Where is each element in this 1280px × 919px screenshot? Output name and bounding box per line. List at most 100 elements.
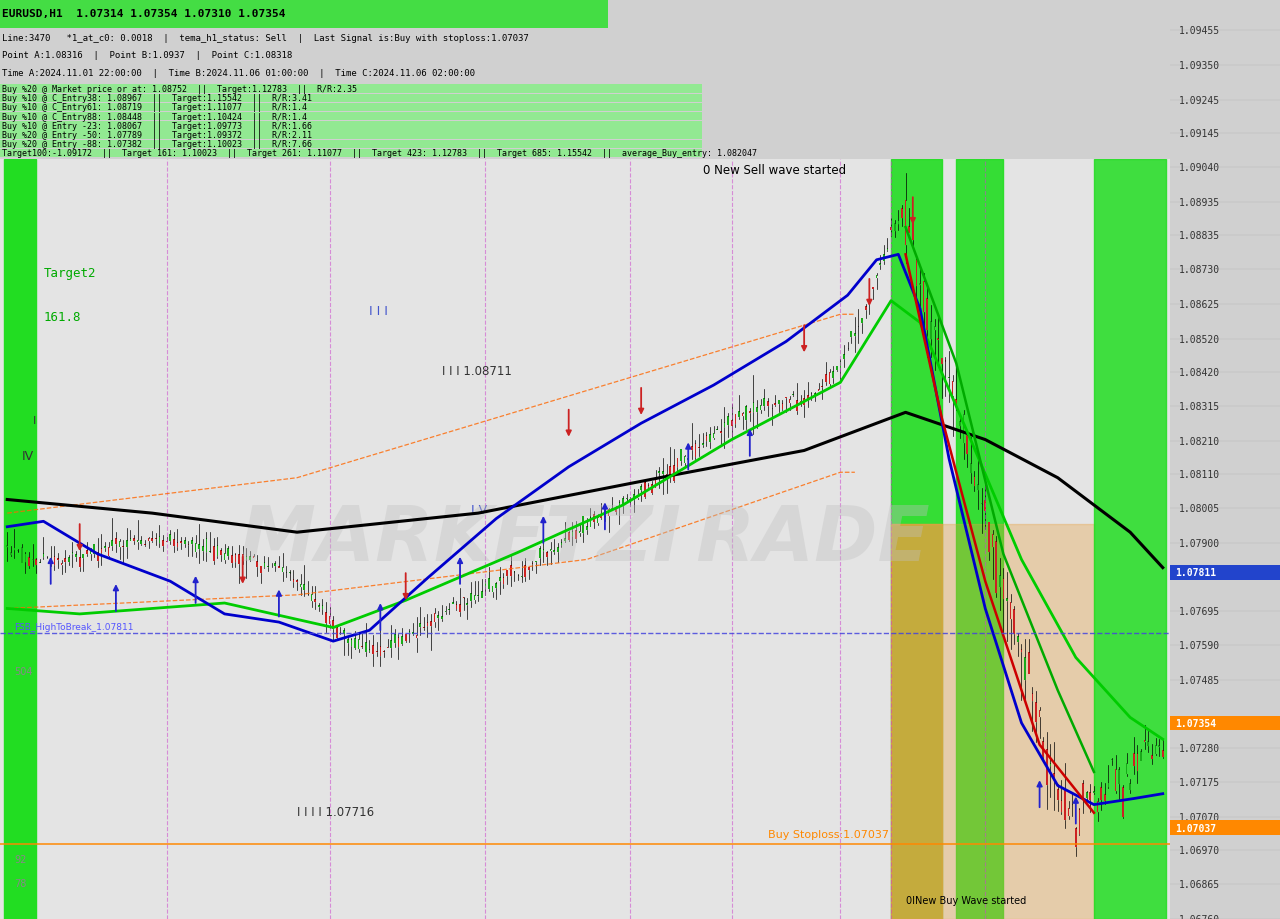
Text: 1.07695: 1.07695 — [1179, 606, 1220, 616]
Bar — [543, 550, 544, 551]
Bar — [0, 95, 701, 103]
Text: 1.07811: 1.07811 — [1175, 568, 1216, 578]
Bar — [212, 547, 215, 562]
Bar — [977, 484, 979, 491]
Bar — [125, 540, 128, 547]
Text: Target100:-1.09172  ||  Target 161: 1.10023  ||  Target 261: 1.11077  ||  Target: Target100:-1.09172 || Target 161: 1.1002… — [3, 149, 758, 158]
Bar — [1162, 750, 1164, 757]
Bar — [778, 401, 780, 404]
Bar — [339, 632, 342, 634]
Bar — [1018, 637, 1019, 642]
Bar — [709, 435, 710, 442]
Bar — [695, 444, 696, 458]
Bar — [416, 635, 417, 639]
Bar — [622, 498, 623, 506]
Bar — [337, 627, 338, 638]
Bar — [198, 544, 200, 550]
Text: 1.07280: 1.07280 — [1179, 743, 1220, 753]
Bar — [1140, 752, 1142, 761]
Bar — [1014, 609, 1015, 634]
Bar — [1097, 801, 1098, 812]
Bar — [460, 604, 461, 613]
Bar — [966, 436, 968, 455]
Bar — [941, 358, 942, 365]
Bar — [274, 563, 276, 566]
Bar — [438, 615, 439, 618]
Bar — [0, 122, 701, 130]
Text: 1.07354: 1.07354 — [1175, 719, 1216, 729]
Bar — [1068, 808, 1069, 816]
Bar — [865, 306, 867, 311]
Bar — [1085, 792, 1088, 799]
Bar — [788, 399, 791, 403]
Text: 1.06970: 1.06970 — [1179, 845, 1220, 855]
Text: I I I I 1.07716: I I I I 1.07716 — [297, 806, 374, 819]
Bar — [93, 545, 95, 554]
Bar — [0, 150, 701, 158]
Bar — [141, 540, 142, 545]
Bar — [333, 620, 334, 630]
Text: Point A:1.08316  |  Point B:1.0937  |  Point C:1.08318: Point A:1.08316 | Point B:1.0937 | Point… — [3, 51, 293, 61]
Bar — [1119, 769, 1120, 784]
Bar — [151, 538, 152, 541]
Bar — [1147, 742, 1149, 746]
Bar — [42, 553, 45, 557]
Bar — [401, 636, 403, 644]
Bar — [586, 526, 588, 530]
Bar — [735, 414, 736, 425]
Bar — [246, 556, 247, 560]
Bar — [195, 543, 196, 552]
Bar — [390, 641, 392, 648]
Bar — [456, 604, 457, 609]
Bar — [50, 561, 51, 564]
Bar — [133, 539, 134, 541]
Bar — [442, 616, 443, 619]
Bar — [571, 531, 573, 536]
Bar — [644, 483, 645, 498]
Bar — [1024, 658, 1027, 680]
Bar — [300, 584, 302, 587]
Bar — [343, 630, 344, 634]
Bar — [293, 580, 294, 582]
Bar — [705, 436, 707, 441]
Bar — [800, 402, 801, 403]
Bar — [242, 555, 243, 562]
Bar — [956, 160, 1004, 919]
Bar — [1170, 716, 1280, 731]
Bar — [804, 399, 805, 406]
Text: 1.08625: 1.08625 — [1179, 300, 1220, 310]
Bar — [119, 541, 120, 547]
Text: 1.09245: 1.09245 — [1179, 96, 1220, 106]
Bar — [1158, 745, 1160, 747]
Bar — [974, 477, 975, 486]
Bar — [753, 403, 754, 413]
Bar — [836, 367, 837, 371]
Bar — [913, 220, 914, 241]
Bar — [915, 259, 918, 287]
Bar — [264, 562, 265, 567]
Bar — [539, 548, 540, 558]
Bar — [1170, 565, 1280, 580]
Bar — [677, 459, 678, 467]
Bar — [268, 566, 269, 567]
Bar — [933, 327, 936, 331]
Text: 1.07485: 1.07485 — [1179, 675, 1220, 686]
Text: Line:3470   *1_at_c0: 0.0018  |  tema_h1_status: Sell  |  Last Signal is:Buy wit: Line:3470 *1_at_c0: 0.0018 | tema_h1_sta… — [3, 34, 529, 43]
Bar — [101, 549, 102, 553]
Text: 1.08110: 1.08110 — [1179, 470, 1220, 480]
Bar — [0, 0, 608, 28]
Bar — [6, 545, 8, 548]
Bar — [398, 638, 399, 647]
Bar — [10, 552, 12, 555]
Bar — [474, 596, 475, 601]
Bar — [713, 434, 714, 438]
Text: 1.07900: 1.07900 — [1179, 539, 1220, 549]
Bar — [1144, 740, 1146, 743]
Bar — [684, 457, 685, 463]
Bar — [658, 471, 660, 473]
Bar — [1057, 789, 1059, 800]
Text: I: I — [32, 415, 36, 425]
Bar — [655, 480, 657, 488]
Bar — [358, 639, 360, 649]
Bar — [317, 606, 320, 607]
